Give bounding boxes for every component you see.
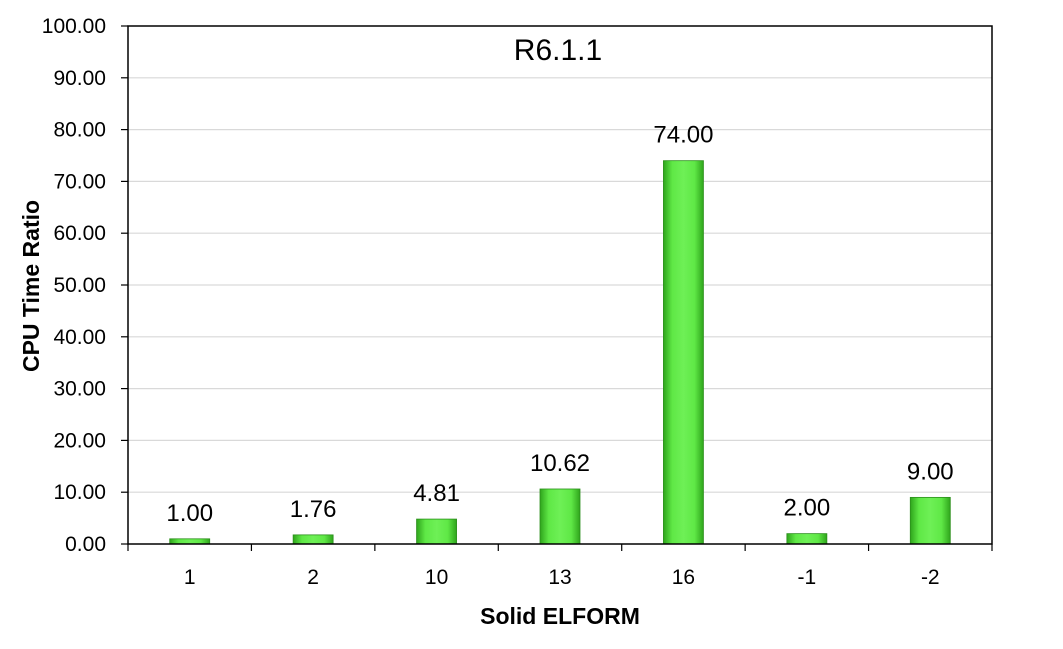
y-tick-label: 40.00 bbox=[53, 326, 106, 349]
gridlines bbox=[128, 77, 992, 493]
y-tick-label: 20.00 bbox=[53, 429, 106, 452]
bar-10 bbox=[416, 518, 457, 545]
x-axis-title: Solid ELFORM bbox=[480, 603, 640, 629]
bar-2 bbox=[292, 534, 334, 545]
plot-area-border bbox=[127, 25, 993, 545]
x-tick-label: -1 bbox=[798, 566, 817, 589]
data-label--1: 2.00 bbox=[783, 495, 830, 522]
x-tick-label: 10 bbox=[425, 566, 448, 589]
y-tick-label: 0.00 bbox=[65, 533, 106, 556]
bars: 1.00 1.76 4.81 10.62 74.00 2.00 9.00 bbox=[166, 122, 954, 545]
x-axis-ticks: 1 2 10 13 16 -1 -2 bbox=[127, 544, 993, 589]
y-tick-label: 60.00 bbox=[53, 222, 106, 245]
data-label-1: 1.00 bbox=[166, 500, 213, 527]
y-tick-label: 30.00 bbox=[53, 378, 106, 401]
y-tick-label: 90.00 bbox=[53, 67, 106, 90]
bar--1 bbox=[786, 533, 828, 545]
bar-13 bbox=[539, 488, 581, 545]
x-tick-label: 1 bbox=[184, 566, 196, 589]
chart-title: R6.1.1 bbox=[514, 34, 602, 67]
x-tick-label: 13 bbox=[548, 566, 571, 589]
y-tick-label: 50.00 bbox=[53, 274, 106, 297]
bar-16 bbox=[663, 160, 704, 545]
data-label-2: 1.76 bbox=[290, 496, 337, 523]
y-tick-label: 100.00 bbox=[42, 15, 106, 38]
y-tick-label: 10.00 bbox=[53, 481, 106, 504]
bar-1 bbox=[169, 538, 211, 545]
data-label-10: 4.81 bbox=[413, 480, 460, 507]
data-label-13: 10.62 bbox=[530, 450, 590, 477]
y-axis-ticks: 0.00 10.00 20.00 30.00 40.00 50.00 60.00 70.00 8… bbox=[42, 15, 128, 556]
y-tick-label: 80.00 bbox=[53, 119, 106, 142]
y-tick-label: 70.00 bbox=[53, 170, 106, 193]
x-tick-label: 16 bbox=[672, 566, 695, 589]
x-tick-label: 2 bbox=[307, 566, 319, 589]
data-label-16: 74.00 bbox=[653, 122, 713, 149]
x-tick-label: -2 bbox=[921, 566, 940, 589]
bar--2 bbox=[909, 496, 951, 545]
y-axis-title: CPU Time Ratio bbox=[18, 200, 44, 372]
data-label--2: 9.00 bbox=[907, 458, 954, 485]
